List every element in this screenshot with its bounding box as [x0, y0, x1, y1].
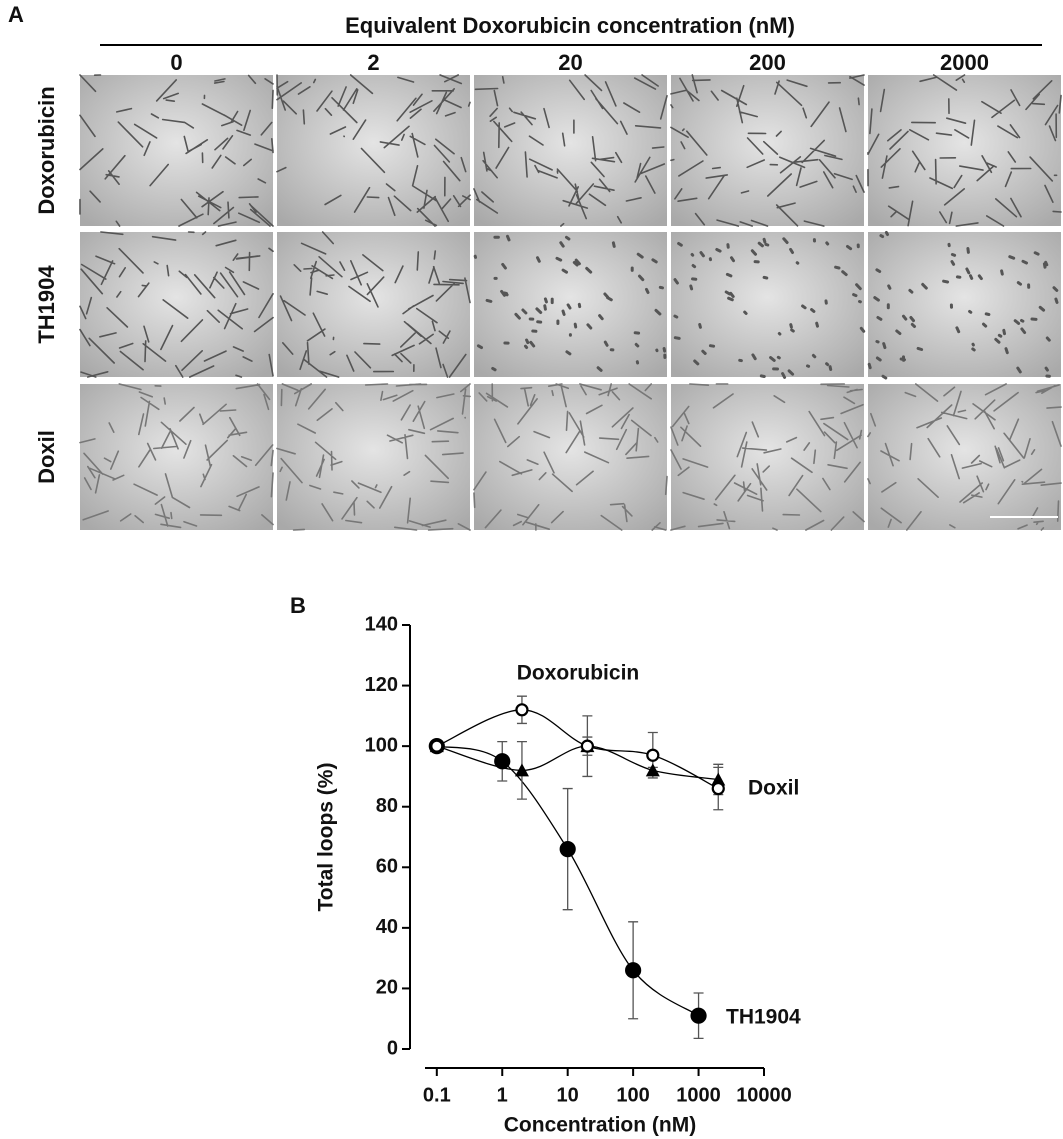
marker [559, 841, 576, 858]
micrograph [276, 383, 471, 531]
micrograph-bg [671, 384, 864, 530]
cell-network [673, 237, 866, 379]
x-tick-label: 1 [497, 1084, 508, 1106]
panel-label: A [8, 2, 24, 27]
micrograph-bg [80, 232, 273, 377]
x-tick-label: 10 [557, 1084, 579, 1106]
micrograph-bg [868, 75, 1061, 226]
micrograph-bg [671, 75, 864, 226]
micrograph [671, 232, 866, 379]
series-label: TH1904 [726, 1006, 801, 1029]
micrograph [670, 383, 865, 531]
y-tick-label: 60 [376, 856, 398, 878]
x-axis-title: Concentration (nM) [504, 1114, 696, 1137]
y-tick-label: 80 [376, 795, 398, 817]
cell-network [867, 74, 1062, 227]
y-axis-title: Total loops (%) [315, 763, 338, 912]
cell-network [276, 383, 471, 531]
marker [646, 748, 660, 762]
marker [711, 772, 726, 786]
marker [580, 739, 594, 753]
micrograph [277, 231, 471, 378]
cell-network [276, 74, 471, 227]
column-label: 2000 [940, 50, 989, 75]
marker [430, 739, 444, 753]
micrograph-bg [671, 232, 864, 377]
series-label: Doxil [748, 777, 799, 800]
cell-network [79, 383, 274, 529]
y-tick-label: 40 [376, 916, 398, 938]
marker [494, 753, 511, 770]
micrograph-bg [277, 75, 470, 226]
cell-network [473, 74, 668, 227]
micrograph [473, 74, 668, 227]
panel-header: Equivalent Doxorubicin concentration (nM… [345, 13, 795, 38]
column-label: 20 [558, 50, 582, 75]
marker [711, 781, 725, 796]
x-tick-label: 0.1 [423, 1084, 451, 1106]
x-tick-label: 100 [616, 1084, 649, 1106]
x-tick-label: 1000 [676, 1084, 721, 1106]
column-label: 0 [170, 50, 182, 75]
marker [625, 962, 642, 979]
x-tick-label: 10000 [736, 1084, 792, 1106]
micrograph [473, 232, 667, 377]
marker [690, 1007, 707, 1024]
cell-network [670, 383, 865, 531]
micrograph [79, 231, 274, 378]
cell-network [279, 231, 471, 378]
micrograph [670, 74, 865, 227]
cell-network [867, 231, 1059, 380]
y-tick-label: 140 [365, 613, 398, 635]
micrograph-bg [80, 75, 273, 226]
panel-label: B [290, 593, 306, 618]
y-tick-label: 100 [365, 734, 398, 756]
series-label: Doxorubicin [517, 662, 640, 685]
row-label: Doxil [34, 430, 59, 484]
cell-network [473, 234, 667, 372]
micrograph [473, 383, 668, 531]
micrograph [867, 383, 1062, 531]
column-label: 200 [749, 50, 786, 75]
y-tick-label: 0 [387, 1037, 398, 1059]
cell-network [867, 383, 1062, 531]
micrograph [79, 383, 274, 530]
cell-network [79, 231, 274, 378]
marker [645, 763, 660, 777]
micrograph [276, 74, 471, 227]
marker [514, 763, 529, 777]
micrograph [79, 74, 274, 227]
micrograph-bg [277, 232, 470, 377]
y-tick-label: 120 [365, 674, 398, 696]
micrograph-bg [868, 232, 1061, 377]
row-label: Doxorubicin [34, 86, 59, 214]
cell-network [473, 383, 668, 531]
cell-network [79, 74, 274, 227]
series-line [436, 709, 719, 790]
column-label: 2 [367, 50, 379, 75]
micrograph [867, 231, 1061, 380]
micrograph [867, 74, 1062, 227]
marker [515, 703, 529, 717]
micrograph-bg [868, 384, 1061, 530]
cell-network [670, 74, 865, 227]
row-label: TH1904 [34, 265, 59, 344]
y-tick-label: 20 [376, 977, 398, 999]
